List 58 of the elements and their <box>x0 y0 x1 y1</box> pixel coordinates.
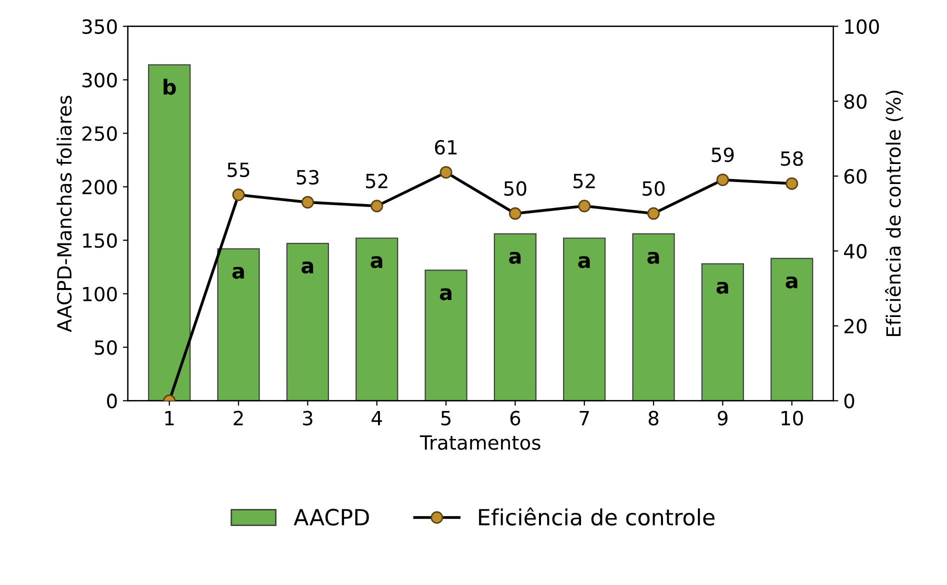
y-tick-label: 100 <box>83 286 117 302</box>
y2-axis-title: Eficiência de controle (%) <box>884 90 904 336</box>
x-tick-label: 1 <box>165 411 174 426</box>
y-axis-title: AACPD-Manchas foliares <box>56 96 72 332</box>
bar <box>701 263 744 401</box>
y-tick-label: 350 <box>82 19 117 34</box>
data-label: 52 <box>573 174 595 188</box>
data-label: 52 <box>366 174 388 188</box>
annotation: a <box>578 256 590 268</box>
annotation: a <box>440 288 452 300</box>
x-tick-label: 9 <box>718 410 728 426</box>
annotation: a <box>786 276 798 288</box>
bar <box>494 233 536 401</box>
x-tick-label: 5 <box>441 411 451 426</box>
x-tick-label: 10 <box>782 410 803 426</box>
x-tick-label: 7 <box>580 411 589 426</box>
annotation: a <box>302 262 314 274</box>
y2-tick-label: 40 <box>844 244 867 259</box>
annotation: a <box>232 266 244 279</box>
bar <box>563 238 606 401</box>
annotation: b <box>164 78 176 95</box>
data-label: 55 <box>228 162 250 178</box>
y-tick-label: 0 <box>107 394 117 408</box>
data-label: 50 <box>504 181 526 196</box>
bar <box>424 270 468 401</box>
y2-tick-label: 60 <box>844 169 867 184</box>
y-tick-label: 250 <box>82 126 117 141</box>
legend-label: Eficiência de controle <box>479 508 714 526</box>
bar <box>286 242 329 401</box>
x-axis-title: Tratamentos <box>420 435 540 450</box>
data-label: 50 <box>642 181 665 196</box>
x-tick-label: 3 <box>302 410 312 426</box>
bar <box>770 258 814 401</box>
data-label: 61 <box>435 140 457 155</box>
bar <box>217 248 260 401</box>
data-label: 58 <box>780 151 803 166</box>
x-tick-label: 8 <box>648 410 658 426</box>
annotation: a <box>647 252 659 264</box>
x-tick-label: 2 <box>234 410 243 426</box>
annotation: a <box>716 282 728 294</box>
y-tick-label: 300 <box>82 72 117 88</box>
data-label: 59 <box>712 147 734 162</box>
bar <box>632 233 675 401</box>
y-tick-label: 150 <box>83 233 117 248</box>
y2-tick-label: 80 <box>844 94 867 109</box>
y2-tick-label: 0 <box>844 394 854 408</box>
y2-tick-label: 100 <box>845 19 879 34</box>
y-tick-label: 200 <box>82 180 117 194</box>
y-tick-label: 50 <box>94 340 117 355</box>
y2-tick-label: 20 <box>844 318 867 334</box>
annotation: a <box>370 256 382 268</box>
data-label: 53 <box>296 170 318 185</box>
bar <box>356 238 398 401</box>
legend-label: AACPD <box>294 508 369 526</box>
annotation: a <box>509 252 521 264</box>
x-tick-label: 4 <box>372 411 382 426</box>
x-tick-label: 6 <box>510 410 520 426</box>
bar <box>148 64 191 401</box>
